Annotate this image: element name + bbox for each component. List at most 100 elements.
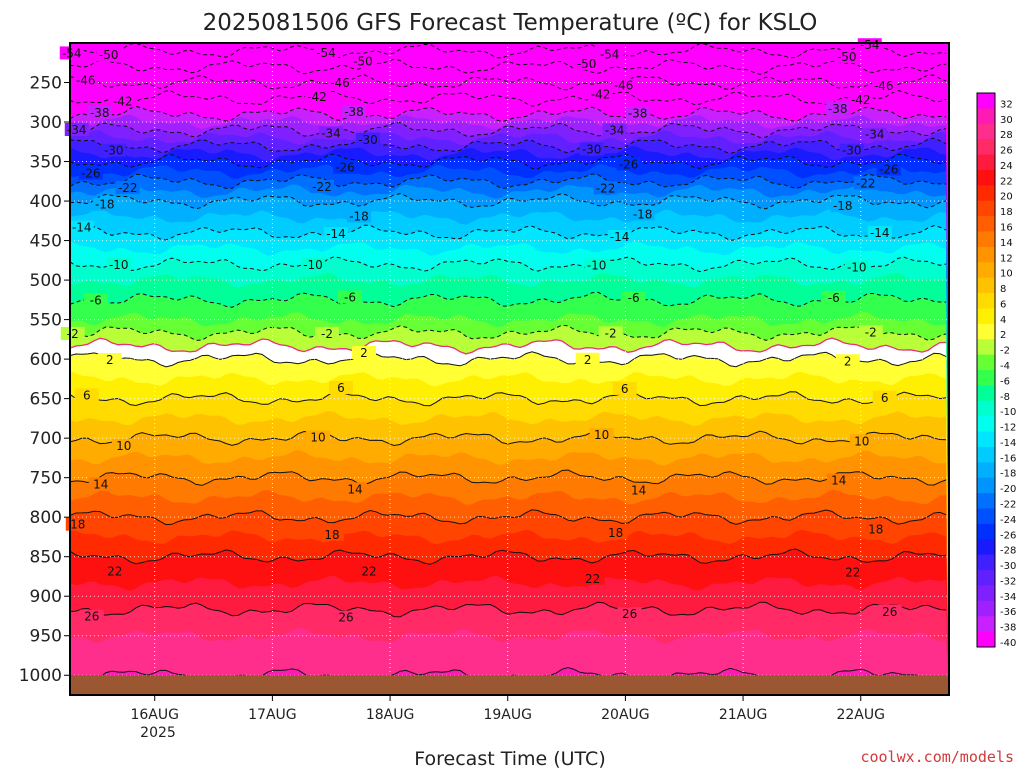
contour-label-bg [110, 94, 135, 108]
contour-label-bg [574, 56, 599, 70]
isotherm-line [70, 391, 947, 407]
contour-label-bg [876, 162, 901, 176]
contour-label: -42 [113, 94, 133, 108]
contour-label-bg [862, 127, 887, 141]
isotherm-line [70, 173, 947, 190]
isotherm-line [70, 153, 947, 170]
contour-label: -42 [591, 87, 611, 101]
contour-label-bg [593, 181, 618, 195]
contour-label-bg [598, 326, 623, 340]
contour-label: -50 [837, 50, 857, 64]
contour-label: -34 [321, 126, 341, 140]
colorbar-label: 26 [1000, 146, 1013, 157]
contour-label: -18 [833, 199, 853, 213]
contour-label: -54 [62, 46, 82, 60]
colorbar-swatch [977, 154, 995, 171]
colorbar-label: -4 [1000, 361, 1010, 372]
colorbar-label: 10 [1000, 269, 1013, 280]
isotherm-line [70, 509, 947, 526]
y-axis: 250 300 350 400 450 500 550 600 650 700 750 800 850 9… [19, 74, 70, 686]
colorbar-label: -22 [1000, 500, 1016, 511]
colorbar-label: -32 [1000, 576, 1016, 587]
colorbar-swatch [977, 539, 995, 556]
contour-label-bg [73, 73, 98, 87]
contour-label-bg [92, 197, 117, 211]
colorbar-swatch [977, 185, 995, 202]
colorbar-swatch [977, 323, 995, 340]
colorbar-label: -20 [1000, 484, 1016, 495]
contour-label: -38 [828, 102, 848, 116]
colorbar-swatch [977, 200, 995, 217]
contour-label: 10 [854, 434, 869, 448]
contour-label-bg [350, 54, 375, 68]
contour-label: 22 [585, 572, 600, 586]
colorbar-label: -18 [1000, 469, 1016, 480]
contour-label: -2 [865, 325, 877, 339]
contour-label: 18 [70, 518, 85, 532]
contour-label: -18 [349, 209, 369, 223]
contour-label-bg [111, 438, 136, 452]
contour-label: 26 [84, 610, 99, 624]
contour-label-bg [625, 106, 650, 120]
contour-label-bg [314, 326, 339, 340]
contour-label: 18 [868, 523, 883, 537]
colorbar-label: -30 [1000, 561, 1016, 572]
contour-label-bg [579, 142, 604, 156]
contour-label-bg [835, 354, 860, 368]
colorbar-label: -10 [1000, 407, 1016, 418]
contour-label-bg [83, 293, 108, 307]
contour-label-bg [603, 526, 628, 540]
x-axis-title: Forecast Time (UTC) [414, 748, 605, 768]
contour-label-bg [834, 49, 859, 63]
isotherm-line [70, 351, 947, 368]
contour-label: -38 [90, 106, 110, 120]
isotherm-line [70, 193, 947, 210]
colorbar-swatch [977, 108, 995, 125]
contour-label: 10 [116, 439, 131, 453]
y-tick-label: 400 [30, 192, 62, 212]
contour-label: -42 [851, 93, 871, 107]
isotherm-line [70, 122, 947, 139]
colorbar-swatch [977, 631, 995, 648]
contour-label: -54 [860, 38, 880, 52]
contour-label: 26 [882, 605, 897, 619]
contour-label-bg [305, 430, 330, 444]
plot-frame [69, 42, 950, 696]
contour-label-bg [863, 522, 888, 536]
colorbar-label: -2 [1000, 346, 1010, 357]
contour-label-bg [69, 220, 94, 234]
contour-label: -10 [109, 258, 129, 272]
contour-label-bg [355, 132, 380, 146]
contour-label-bg [323, 227, 348, 241]
isotherm-line [70, 74, 947, 91]
contour-label-bg [87, 105, 112, 119]
isotherm-line [70, 601, 947, 618]
colorbar-swatch [977, 616, 995, 633]
colorbar-label: -26 [1000, 530, 1016, 541]
contour-label: -26 [335, 161, 355, 175]
colorbar-swatch [977, 308, 995, 325]
contour-label-bg [589, 428, 614, 442]
contour-label-bg [849, 434, 874, 448]
contour-label-bg [584, 258, 609, 272]
contour-label-bg [826, 473, 851, 487]
colorbar-label: 24 [1000, 161, 1013, 172]
y-tick-label: 550 [30, 311, 62, 331]
contour-label: 6 [337, 381, 345, 395]
contour-label-bg [602, 123, 627, 137]
contour-label-bg [621, 291, 646, 305]
contour-label: -50 [353, 54, 373, 68]
y-tick-label: 350 [30, 153, 62, 173]
contour-label-bg [877, 604, 902, 618]
contour-label-bg [867, 225, 892, 239]
colorbar-label: 32 [1000, 99, 1013, 110]
y-tick-label: 950 [30, 627, 62, 647]
y-tick-label: 1000 [19, 666, 62, 686]
colorbar-swatch [977, 570, 995, 586]
contour-label-bg [300, 257, 325, 271]
contour-label-bg [328, 381, 353, 395]
contour-label-bg [616, 157, 641, 171]
isotherm-line [70, 324, 947, 341]
colorbar-swatch [977, 354, 995, 371]
contour-label-bg [333, 610, 358, 624]
